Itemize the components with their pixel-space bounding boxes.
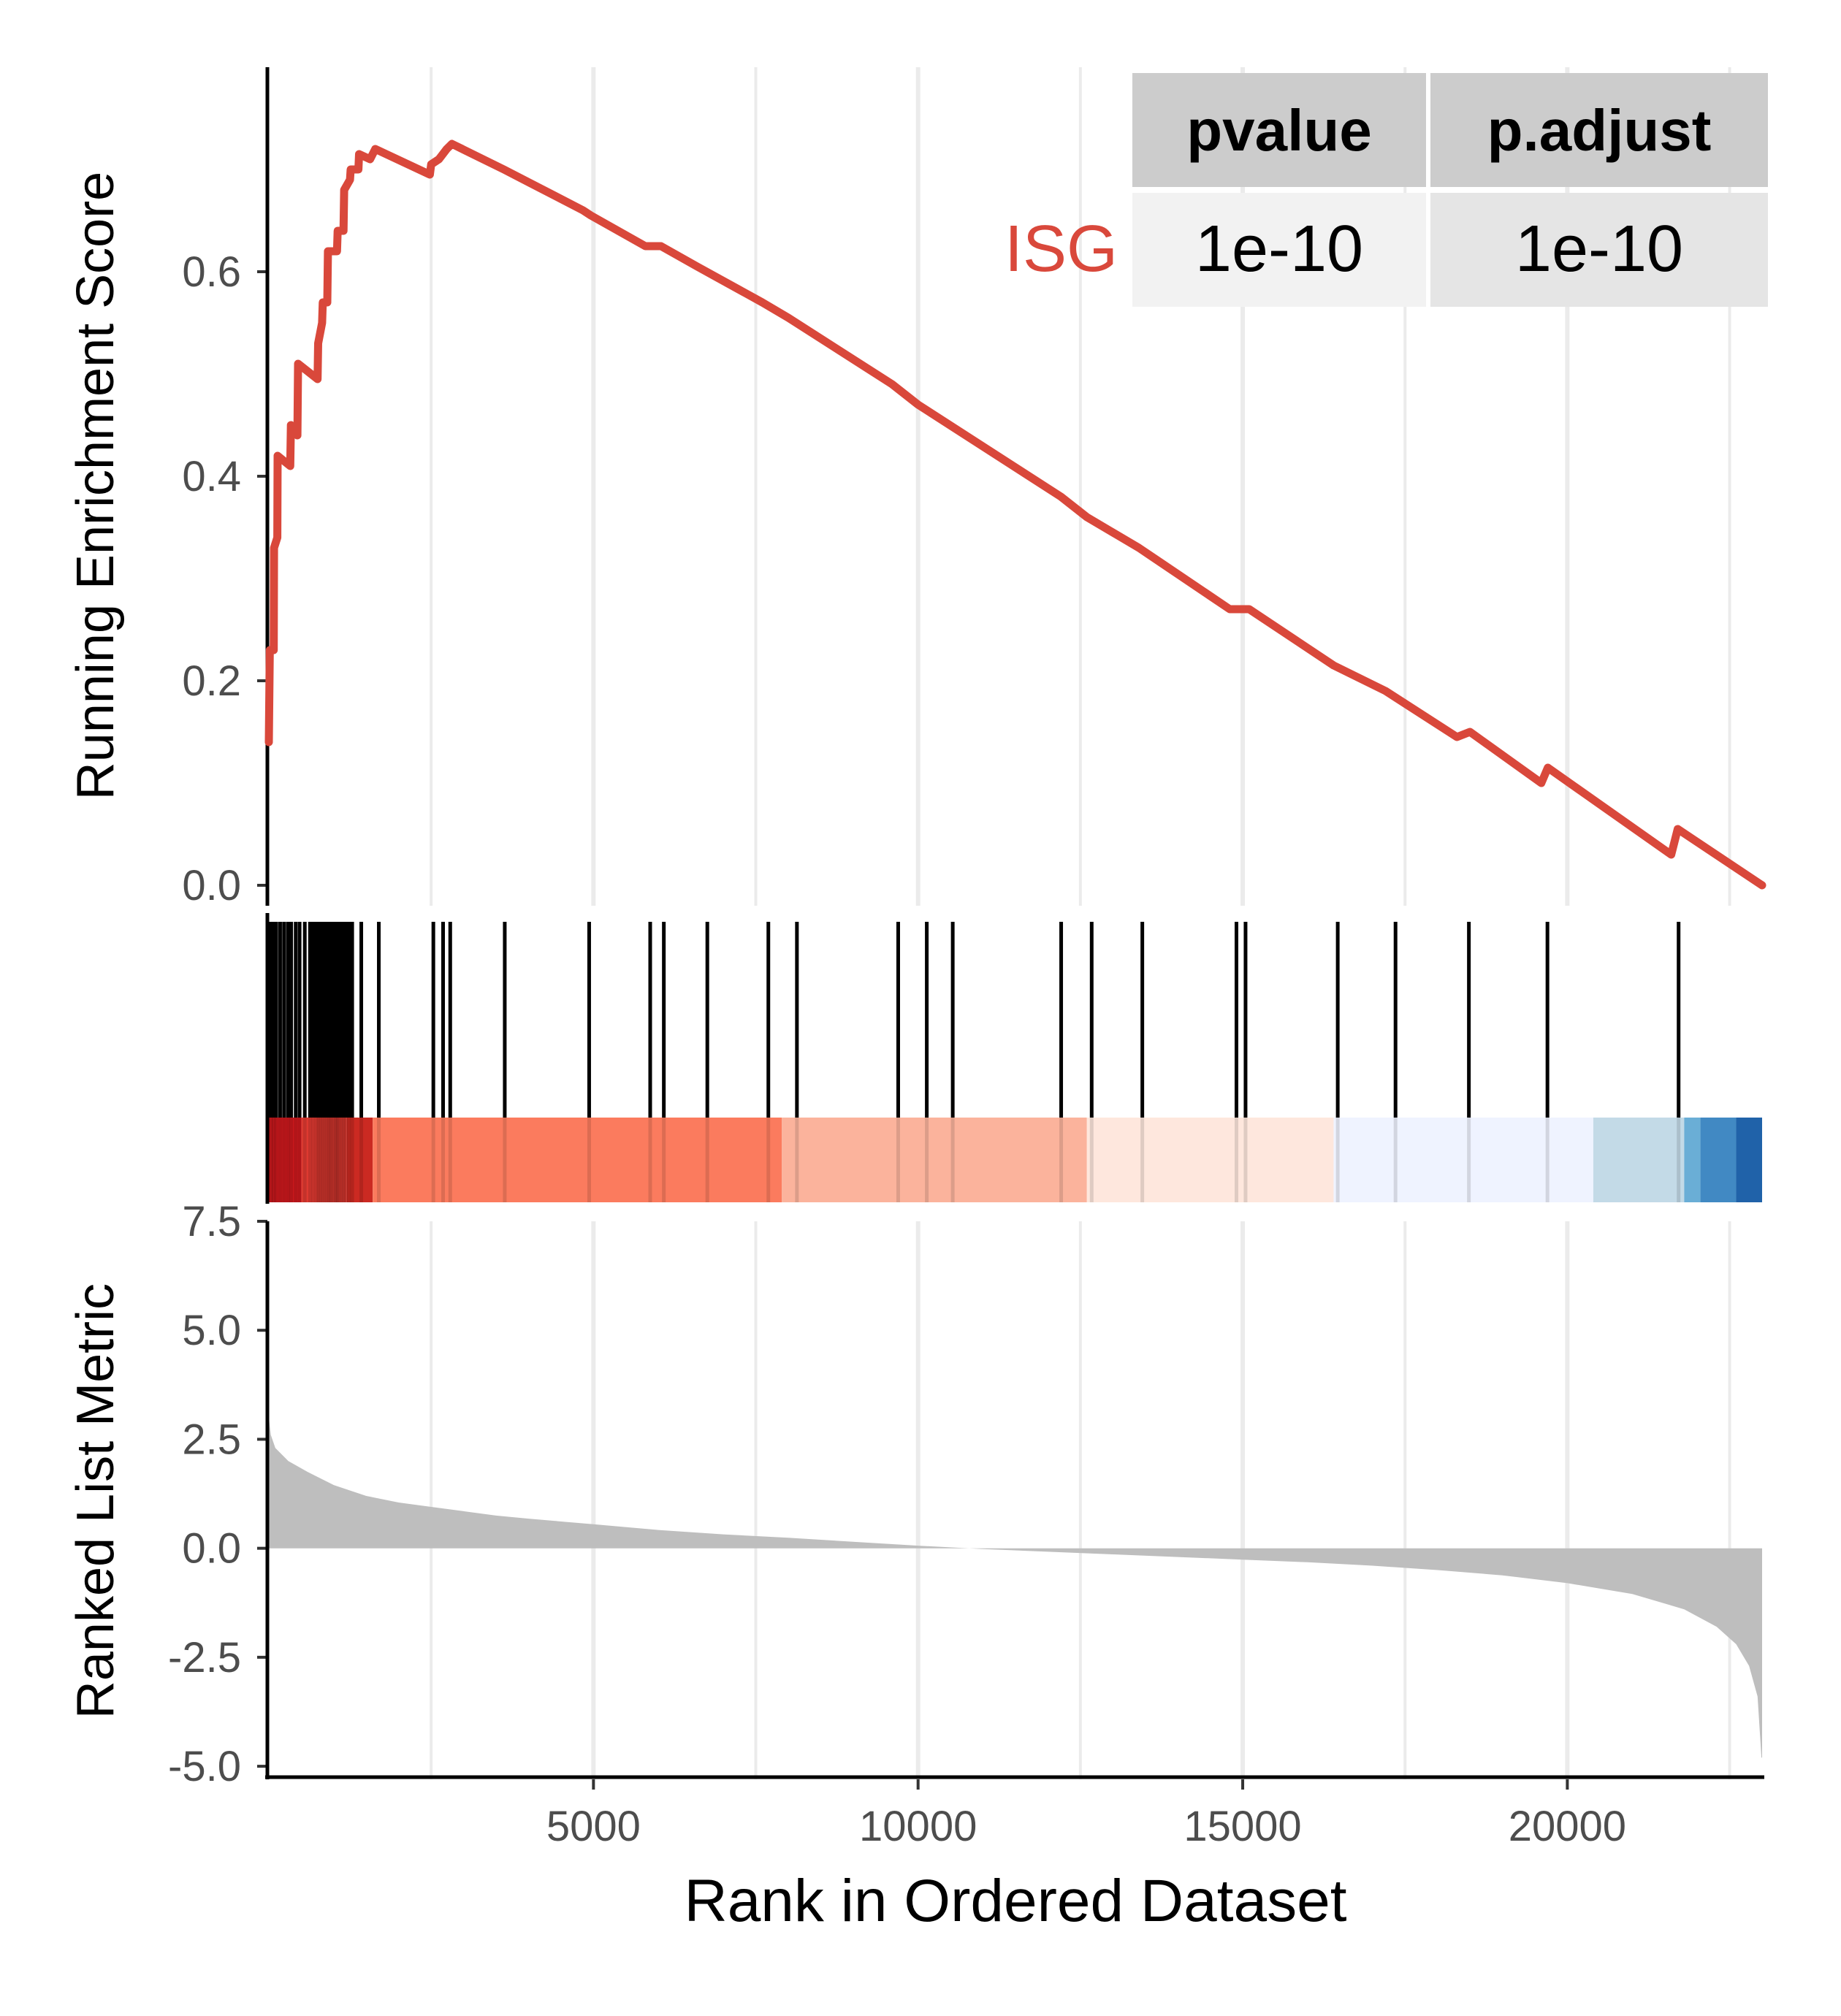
- es-y-axis-title: Running Enrichment Score: [66, 172, 125, 800]
- table-value-padjust: 1e-10: [1515, 213, 1683, 286]
- metric-y-axis-ticks: -5.0 -2.5 0.0 2.5 5.0 7.5: [168, 1198, 267, 1790]
- metric-panel: -5.0 -2.5 0.0 2.5 5.0 7.5 5000 10000 15000 20000…: [66, 1198, 1764, 1934]
- es-y-tick-label: 0.0: [182, 862, 241, 909]
- rank-color-segment: [269, 1118, 302, 1202]
- rank-color-segment: [301, 1118, 347, 1202]
- table-value-pvalue: 1e-10: [1195, 213, 1363, 286]
- metric-y-tick-label: 5.0: [182, 1307, 241, 1354]
- table-header-cell-pvalue: [1132, 73, 1426, 187]
- table-header-pvalue: pvalue: [1186, 98, 1371, 163]
- metric-y-tick-label: -2.5: [168, 1634, 241, 1681]
- x-tick-label: 15000: [1184, 1803, 1301, 1850]
- table-row-label-isg: ISG: [1005, 213, 1118, 286]
- es-y-tick-label: 0.4: [182, 453, 241, 500]
- rank-color-segment: [1593, 1118, 1685, 1202]
- x-tick-label: 20000: [1509, 1803, 1626, 1850]
- es-y-axis-ticks: 0.0 0.2 0.4 0.6: [182, 248, 267, 909]
- metric-y-axis-title: Ranked List Metric: [66, 1283, 125, 1719]
- rank-color-segment: [1684, 1118, 1701, 1202]
- x-tick-label: 10000: [859, 1803, 977, 1850]
- rank-color-band: [269, 1118, 1762, 1202]
- es-series-line-isg: [264, 140, 1766, 890]
- hits-panel: [265, 913, 1762, 1204]
- x-axis-title: Rank in Ordered Dataset: [684, 1868, 1346, 1934]
- rank-color-segment: [1333, 1118, 1593, 1202]
- x-tick-label: 5000: [546, 1803, 641, 1850]
- metric-y-tick-label: 7.5: [182, 1198, 241, 1245]
- table-header-padjust: p.adjust: [1487, 98, 1712, 163]
- table-value-cell-pvalue: [1132, 193, 1426, 307]
- metric-y-tick-label: 0.0: [182, 1525, 241, 1573]
- metric-gridlines: [430, 1221, 1731, 1779]
- rank-color-segment: [782, 1118, 1087, 1202]
- rank-color-segment: [1086, 1118, 1334, 1202]
- metric-y-tick-label: -5.0: [168, 1743, 241, 1790]
- rank-color-segment: [1700, 1118, 1737, 1202]
- rank-color-segment: [346, 1118, 373, 1202]
- rank-color-segment: [373, 1118, 782, 1202]
- hit-ticks: [269, 922, 1681, 1202]
- table-value-cell-padjust: [1430, 193, 1768, 307]
- table-header-cell-padjust: [1430, 73, 1768, 187]
- x-axis-ticks: 5000 10000 15000 20000: [546, 1779, 1626, 1850]
- es-y-tick-label: 0.6: [182, 248, 241, 296]
- metric-y-tick-label: 2.5: [182, 1416, 241, 1463]
- es-panel: 0.0 0.2 0.4 0.6 Running Enrichment Score pv…: [66, 67, 1768, 909]
- stats-table: pvalue p.adjust ISG 1e-10 1e-10: [1005, 73, 1768, 307]
- metric-area: [269, 1417, 1762, 1758]
- rank-color-segment: [1736, 1118, 1762, 1202]
- es-y-tick-label: 0.2: [182, 657, 241, 705]
